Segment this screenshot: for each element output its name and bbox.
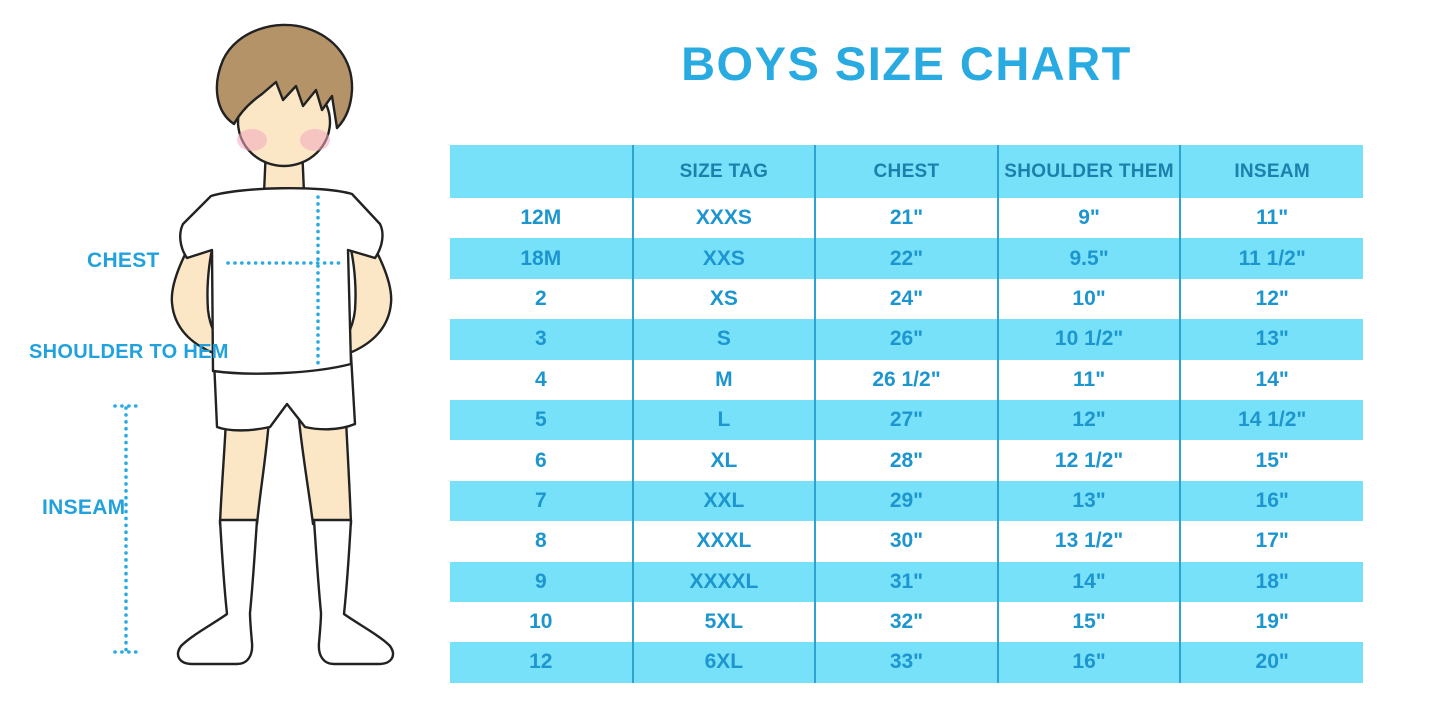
table-cell: 17": [1179, 521, 1363, 562]
chest-label: CHEST: [87, 249, 160, 272]
table-cell: 4: [534, 367, 547, 391]
table-cell: 12": [996, 399, 1181, 441]
table-cell: XXXXL: [631, 561, 816, 602]
table-cell: 30": [814, 521, 998, 562]
boy-sock-left: [176, 518, 259, 666]
table-cell: 6XL: [631, 642, 816, 683]
table-row: 9 XXXXL 31" 14" 18": [450, 561, 1363, 602]
table-cell: 19": [1179, 601, 1363, 643]
boy-tshirt: [179, 186, 384, 375]
size-table: SIZE TAG CHEST SHOULDER THEM INSEAM 12M X…: [450, 145, 1363, 683]
table-cell: 9: [450, 561, 633, 602]
table-cell: 12: [450, 642, 633, 683]
table-cell: 5: [450, 399, 633, 441]
table-cell: 27": [814, 399, 998, 441]
table-row: 2 XS 24" 10" 12": [450, 278, 1363, 320]
size-table-header: SIZE TAG CHEST SHOULDER THEM INSEAM: [450, 145, 1363, 198]
boy-leg-right: [297, 418, 353, 526]
table-cell: 6: [534, 448, 547, 472]
boy-measurement-figure: CHEST SHOULDER TO HEM INSEAM: [0, 0, 450, 723]
col-header-chest: CHEST: [814, 145, 998, 198]
boy-sock-right: [312, 518, 395, 666]
col-header-size: [450, 145, 633, 198]
table-cell: 20": [1179, 642, 1363, 683]
table-row: 12 6XL 33" 16" 20": [450, 642, 1363, 683]
table-cell: 12": [1179, 278, 1363, 320]
size-table-body: 12M XXXS 21" 9" 11" 18M XXS 22" 9.5" 11 1/2" 2 XS 24…: [450, 198, 1363, 683]
table-cell: 11 1/2": [1179, 238, 1363, 279]
table-cell: 14": [996, 561, 1181, 602]
table-cell: 26": [814, 319, 998, 360]
table-cell: 5XL: [631, 601, 816, 643]
table-cell: XXL: [631, 480, 816, 522]
table-cell: 13 1/2": [996, 521, 1181, 562]
table-row: 12M XXXS 21" 9" 11": [450, 198, 1363, 239]
table-cell: S: [631, 319, 816, 360]
table-cell: 2: [534, 286, 547, 310]
boy-leg-left: [218, 418, 271, 526]
table-row: 18M XXS 22" 9.5" 11 1/2": [450, 238, 1363, 279]
header-row: SIZE TAG CHEST SHOULDER THEM INSEAM: [450, 145, 1363, 198]
table-cell: 9.5": [996, 238, 1181, 279]
table-cell: XXXL: [631, 521, 816, 562]
col-header-shoulder-them: SHOULDER THEM: [996, 145, 1181, 198]
table-cell: 14 1/2": [1179, 399, 1363, 441]
table-cell: 3: [450, 319, 633, 360]
table-cell: 33": [814, 642, 998, 683]
table-cell: L: [631, 399, 816, 441]
table-cell: 15": [996, 601, 1181, 643]
table-row: 5 L 27" 12" 14 1/2": [450, 399, 1363, 441]
table-cell: 12 1/2": [996, 440, 1181, 481]
table-cell: 11": [1179, 198, 1363, 239]
table-row: 3 S 26" 10 1/2" 13": [450, 319, 1363, 360]
table-cell: XS: [631, 278, 816, 320]
col-header-inseam: INSEAM: [1179, 145, 1363, 198]
table-cell: 10 1/2": [996, 319, 1181, 360]
table-cell: 11": [996, 359, 1181, 400]
table-row: 6 XL 28" 12 1/2" 15": [450, 440, 1363, 481]
table-cell: 18": [1179, 561, 1363, 602]
table-cell: 24": [814, 278, 998, 320]
table-cell: 21": [814, 198, 998, 239]
table-cell: XXS: [631, 238, 816, 279]
table-cell: 29": [814, 480, 998, 522]
table-cell: 10": [996, 278, 1181, 320]
table-cell: 9": [996, 198, 1181, 239]
table-row: 10 5XL 32" 15" 19": [450, 601, 1363, 643]
page-title: BOYS SIZE CHART: [681, 37, 1132, 90]
inseam-label: INSEAM: [42, 496, 126, 519]
table-cell: 26 1/2": [814, 359, 998, 400]
table-cell: 31": [814, 561, 998, 602]
boy-illustration: [113, 23, 395, 666]
table-cell: 28": [814, 440, 998, 481]
size-table-container: SIZE TAG CHEST SHOULDER THEM INSEAM 12M X…: [450, 145, 1363, 683]
table-cell: 13": [1179, 319, 1363, 360]
table-row: 8 XXXL 30" 13 1/2" 17": [450, 521, 1363, 562]
table-cell: 14": [1179, 359, 1363, 400]
boy-cheek-right: [300, 129, 330, 151]
boy-cheek-left: [237, 129, 267, 151]
table-cell: 12M: [520, 206, 562, 230]
table-row: 4 M 26 1/2" 11" 14": [450, 359, 1363, 400]
table-row: 7 XXL 29" 13" 16": [450, 480, 1363, 522]
table-cell: 13": [996, 480, 1181, 522]
table-cell: XL: [631, 440, 816, 481]
table-cell: 15": [1179, 440, 1363, 481]
table-cell: 22": [814, 238, 998, 279]
table-cell: 10: [529, 610, 553, 634]
table-cell: M: [631, 359, 816, 400]
shoulder-to-hem-label: SHOULDER TO HEM: [29, 341, 229, 363]
table-cell: 32": [814, 601, 998, 643]
table-cell: 16": [996, 642, 1181, 683]
table-cell: 7: [450, 480, 633, 522]
table-cell: 8: [534, 529, 547, 553]
table-cell: 18M: [450, 238, 633, 279]
boy-hair: [215, 23, 354, 130]
table-cell: 16": [1179, 480, 1363, 522]
col-header-size-tag: SIZE TAG: [631, 145, 816, 198]
table-cell: XXXS: [631, 198, 816, 239]
